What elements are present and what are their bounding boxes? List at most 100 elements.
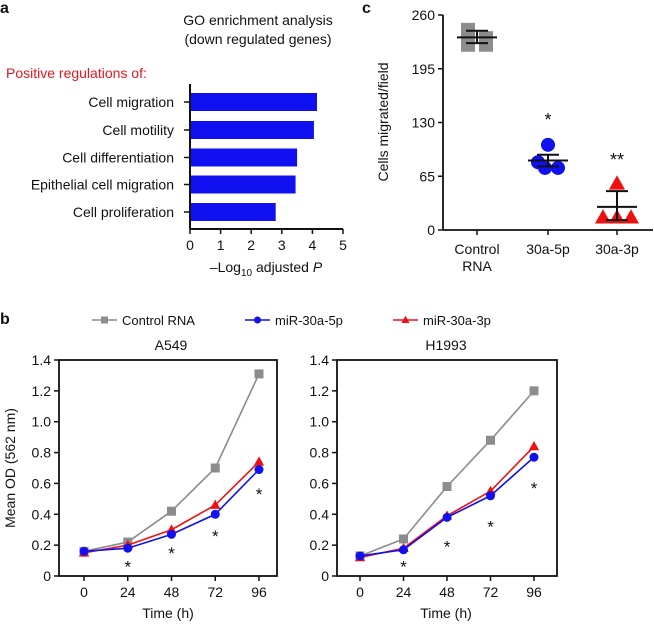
significance-asterisk: * — [544, 110, 551, 130]
y-tick-label: 1.2 — [32, 383, 52, 399]
data-point-triangle — [210, 499, 221, 509]
y-tick-label: 0.4 — [32, 506, 52, 522]
data-point-circle — [254, 465, 264, 475]
y-tick-label: 1.4 — [32, 352, 52, 368]
data-point-square — [461, 37, 475, 52]
data-point-circle — [210, 509, 220, 519]
significance-asterisk: * — [487, 518, 494, 537]
a549-line-chart: A549 Time (h) Mean OD (562 nm) 0 0.2 0.4 0.… — [2, 337, 278, 621]
x-category-label: 30a-3p — [595, 241, 639, 257]
x-tick-label: 2 — [247, 237, 255, 253]
x-tick-label: 48 — [439, 584, 455, 600]
x-tick-label: 0 — [356, 584, 364, 600]
legend-label: miR-30a-5p — [275, 313, 343, 328]
data-point-square — [486, 435, 495, 445]
x-tick-label: 72 — [207, 584, 223, 600]
data-point-circle — [167, 529, 176, 539]
chart-c-ylabel: Cells migrated/field — [375, 62, 391, 181]
data-point-square — [479, 37, 493, 52]
panel-letter-a: a — [0, 0, 9, 17]
data-point-circle — [355, 551, 365, 561]
significance-asterisk: * — [400, 558, 407, 577]
y-tick-label: 65 — [419, 168, 435, 184]
x-tick-label: 24 — [396, 584, 412, 600]
data-point-square — [167, 506, 176, 516]
significance-asterisk: ** — [610, 150, 624, 170]
chart-b1-ylabel: Mean OD (562 nm) — [2, 408, 18, 528]
x-tick-label: 4 — [309, 237, 317, 253]
chart-a-subtitle: Positive regulations of: — [6, 65, 147, 81]
legend: Control RNA miR-30a-5p miR-30a-3p — [92, 313, 491, 328]
bar — [191, 93, 317, 111]
data-point-triangle — [253, 456, 265, 466]
x-tick-label: 5 — [339, 237, 347, 253]
chart-b2-title: H1993 — [425, 337, 466, 353]
y-tick-label: 0.6 — [310, 475, 330, 491]
x-tick-label: 96 — [526, 584, 542, 600]
data-point-square — [254, 369, 264, 379]
legend-label: miR-30a-3p — [423, 313, 491, 328]
category-label: Cell migration — [88, 94, 174, 110]
legend-marker-circle — [254, 316, 261, 324]
data-point-square — [529, 386, 539, 396]
data-point-circle — [529, 452, 539, 462]
legend-marker-square — [101, 316, 108, 324]
category-label: Cell proliferation — [73, 204, 174, 220]
chart-a-title-line1: GO enrichment analysis — [183, 12, 332, 28]
chart-b1-title: A549 — [155, 337, 188, 353]
chart-b2-xlabel: Time (h) — [420, 605, 472, 621]
data-point-circle — [442, 512, 452, 522]
category-label: Cell motility — [102, 122, 174, 138]
legend-label: Control RNA — [122, 313, 195, 328]
data-point-circle — [123, 543, 133, 553]
chart-a-xlabel: –Log10 adjusted P — [210, 259, 323, 279]
plot-frame — [58, 359, 278, 577]
significance-asterisk: * — [256, 485, 263, 504]
y-tick-label: 0.8 — [310, 445, 330, 461]
y-tick-label: 195 — [412, 61, 436, 77]
panel-letter-c: c — [362, 0, 371, 17]
x-tick-label: 3 — [278, 237, 286, 253]
data-point-circle — [541, 137, 555, 152]
chart-b1-xlabel: Time (h) — [142, 605, 194, 621]
y-tick-label: 1.0 — [32, 414, 52, 430]
y-tick-label: 0.2 — [310, 537, 330, 553]
x-tick-label: 1 — [217, 237, 225, 253]
y-tick-label: 1.2 — [310, 383, 330, 399]
significance-asterisk: * — [168, 544, 175, 563]
bar — [191, 203, 276, 221]
data-point-square — [442, 482, 452, 492]
y-tick-label: 0.4 — [310, 506, 330, 522]
data-point-square — [399, 534, 408, 544]
data-point-triangle — [594, 209, 612, 224]
y-tick-label: 260 — [412, 7, 436, 23]
chart-a-title-line2: (down regulated genes) — [184, 31, 331, 47]
data-point-triangle — [622, 209, 640, 224]
x-tick-label: 0 — [186, 237, 194, 253]
go-enrichment-bar-chart: GO enrichment analysis (down regulated g… — [6, 12, 347, 279]
x-tick-label: 24 — [120, 584, 136, 600]
category-label: Epithelial cell migration — [31, 177, 174, 193]
y-tick-label: 130 — [412, 115, 436, 131]
data-point-triangle — [528, 441, 540, 451]
bar — [191, 175, 296, 194]
y-tick-label: 1.0 — [310, 414, 330, 430]
h1993-line-chart: H1993 Time (h) 0 0.2 0.4 0.6 0.8 1.0 1.2 1.4 0 24… — [310, 337, 558, 621]
y-tick-label: 1.4 — [310, 352, 330, 368]
x-category-label: RNA — [462, 258, 492, 274]
y-tick-label: 0.8 — [32, 445, 52, 461]
significance-asterisk: * — [212, 527, 219, 546]
significance-asterisk: * — [124, 558, 131, 577]
x-tick-label: 0 — [80, 584, 88, 600]
data-point-circle — [79, 546, 89, 556]
y-tick-label: 0 — [427, 222, 435, 238]
bar — [191, 148, 298, 167]
y-tick-label: 0.2 — [32, 537, 52, 553]
x-tick-label: 72 — [483, 584, 499, 600]
significance-asterisk: * — [531, 479, 538, 498]
data-point-circle — [486, 491, 495, 501]
bar — [191, 121, 314, 139]
panel-letter-b: b — [0, 311, 10, 328]
x-tick-label: 96 — [251, 584, 267, 600]
